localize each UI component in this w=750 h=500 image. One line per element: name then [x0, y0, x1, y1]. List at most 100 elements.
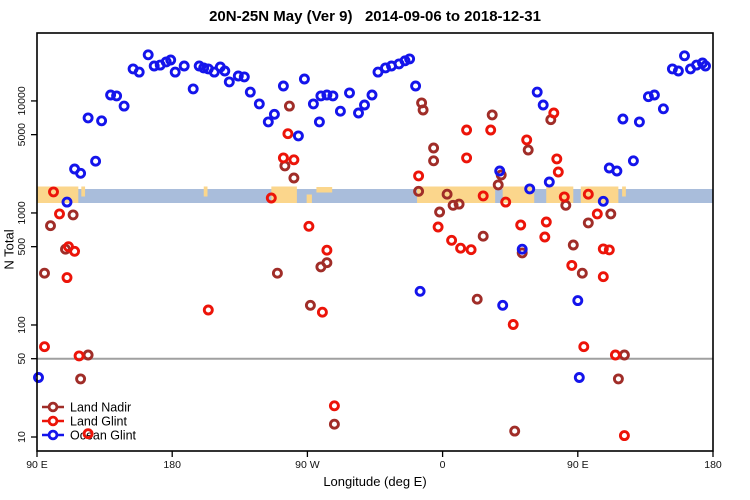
data-point-ocean-glint: [633, 116, 645, 128]
data-point-land-nadir: [428, 142, 440, 154]
data-point-land-glint: [540, 216, 552, 228]
data-point-land-nadir: [304, 299, 316, 311]
data-point-land-glint: [582, 188, 594, 200]
data-point-ocean-glint: [657, 103, 669, 115]
data-point-land-glint: [515, 219, 527, 231]
y-tick-label: 50: [16, 353, 28, 365]
data-point-land-glint: [413, 170, 425, 182]
y-tick-label: 10000: [16, 86, 28, 115]
data-point-land-glint: [321, 244, 333, 256]
data-point-ocean-glint: [90, 155, 102, 167]
data-point-ocean-glint: [165, 54, 177, 66]
data-point-ocean-glint: [33, 372, 44, 383]
map-band-land-africa: [417, 186, 496, 203]
data-point-ocean-glint: [597, 195, 609, 207]
data-point-ocean-glint: [327, 90, 339, 102]
y-tick-label: 5000: [16, 123, 28, 147]
data-point-land-glint: [477, 190, 489, 202]
data-point-land-nadir: [509, 425, 521, 437]
data-point-land-nadir: [328, 418, 340, 430]
data-point-ocean-glint: [648, 89, 660, 101]
data-point-ocean-glint: [244, 86, 256, 98]
legend-marker-0: [47, 401, 59, 413]
data-point-ocean-glint: [238, 71, 250, 83]
legend-marker-1: [47, 415, 59, 427]
data-point-land-glint: [39, 341, 50, 353]
data-point-land-nadir: [434, 206, 446, 218]
data-point-land-glint: [202, 304, 214, 316]
data-point-land-glint: [61, 272, 73, 284]
data-point-land-glint: [552, 166, 564, 178]
data-point-land-nadir: [75, 373, 87, 385]
data-point-land-glint: [548, 107, 560, 119]
data-point-ocean-glint: [627, 155, 639, 167]
data-point-land-nadir: [417, 104, 429, 116]
data-point-land-glint: [485, 124, 497, 136]
data-point-ocean-glint: [372, 66, 384, 78]
data-point-ocean-glint: [96, 115, 108, 127]
data-point-land-nadir: [82, 349, 94, 361]
data-point-ocean-glint: [292, 130, 304, 142]
data-point-land-nadir: [567, 239, 579, 251]
data-point-land-glint: [597, 271, 609, 283]
x-tick-label: 90 E: [567, 459, 589, 471]
data-point-ocean-glint: [414, 285, 426, 297]
data-point-ocean-glint: [494, 165, 506, 177]
data-point-ocean-glint: [611, 165, 623, 177]
data-point-ocean-glint: [148, 60, 160, 72]
y-tick-label: 10: [16, 431, 28, 443]
data-point-land-glint: [539, 231, 551, 243]
data-point-land-glint: [578, 341, 590, 353]
data-point-land-glint: [432, 221, 444, 233]
data-point-ocean-glint: [334, 105, 346, 117]
data-point-land-nadir: [441, 188, 453, 200]
data-point-ocean-glint: [105, 89, 117, 101]
data-point-land-glint: [265, 192, 277, 204]
data-point-ocean-glint: [219, 65, 231, 77]
data-point-land-glint: [277, 152, 289, 164]
data-point-ocean-glint: [307, 98, 319, 110]
x-axis-label: Longitude (deg E): [323, 474, 427, 489]
data-point-ocean-glint: [573, 372, 585, 383]
data-point-land-glint: [597, 243, 609, 255]
data-point-ocean-glint: [198, 62, 210, 74]
data-point-ocean-glint: [262, 116, 274, 128]
data-point-ocean-glint: [321, 89, 333, 101]
data-point-ocean-glint: [253, 98, 265, 110]
data-point-ocean-glint: [61, 196, 73, 208]
legend-marker-2: [47, 429, 59, 441]
x-tick-label: 90 W: [295, 459, 320, 471]
data-point-ocean-glint: [133, 66, 145, 78]
data-point-ocean-glint: [344, 87, 355, 99]
data-point-land-glint: [521, 134, 533, 146]
data-point-ocean-glint: [111, 90, 123, 102]
data-point-land-nadir: [321, 257, 333, 269]
data-point-ocean-glint: [178, 60, 190, 72]
plot-frame: [36, 32, 714, 452]
data-point-land-glint: [465, 244, 477, 256]
data-point-land-nadir: [413, 185, 425, 197]
data-point-land-glint: [288, 154, 300, 166]
data-point-land-nadir: [288, 172, 300, 184]
data-point-ocean-glint: [672, 65, 684, 77]
data-point-land-glint: [48, 186, 59, 198]
data-point-land-glint: [54, 208, 65, 220]
data-point-land-nadir: [576, 267, 588, 279]
data-point-ocean-glint: [679, 50, 690, 62]
data-point-land-nadir: [560, 199, 572, 211]
legend-label-0: Land Nadir: [70, 401, 131, 415]
data-point-ocean-glint: [187, 83, 199, 95]
data-point-ocean-glint: [268, 108, 280, 120]
data-point-ocean-glint: [82, 112, 94, 124]
map-band-land-hawaii: [203, 186, 208, 197]
data-point-land-glint: [328, 400, 340, 412]
data-point-land-glint: [73, 350, 85, 362]
data-point-land-glint: [461, 124, 473, 136]
legend-label-2: Ocean Glint: [70, 429, 137, 443]
data-point-ocean-glint: [366, 89, 378, 101]
data-point-ocean-glint: [169, 66, 181, 78]
map-band-land-mexico: [271, 186, 297, 203]
data-point-ocean-glint: [642, 91, 654, 103]
data-point-ocean-glint: [543, 176, 555, 188]
